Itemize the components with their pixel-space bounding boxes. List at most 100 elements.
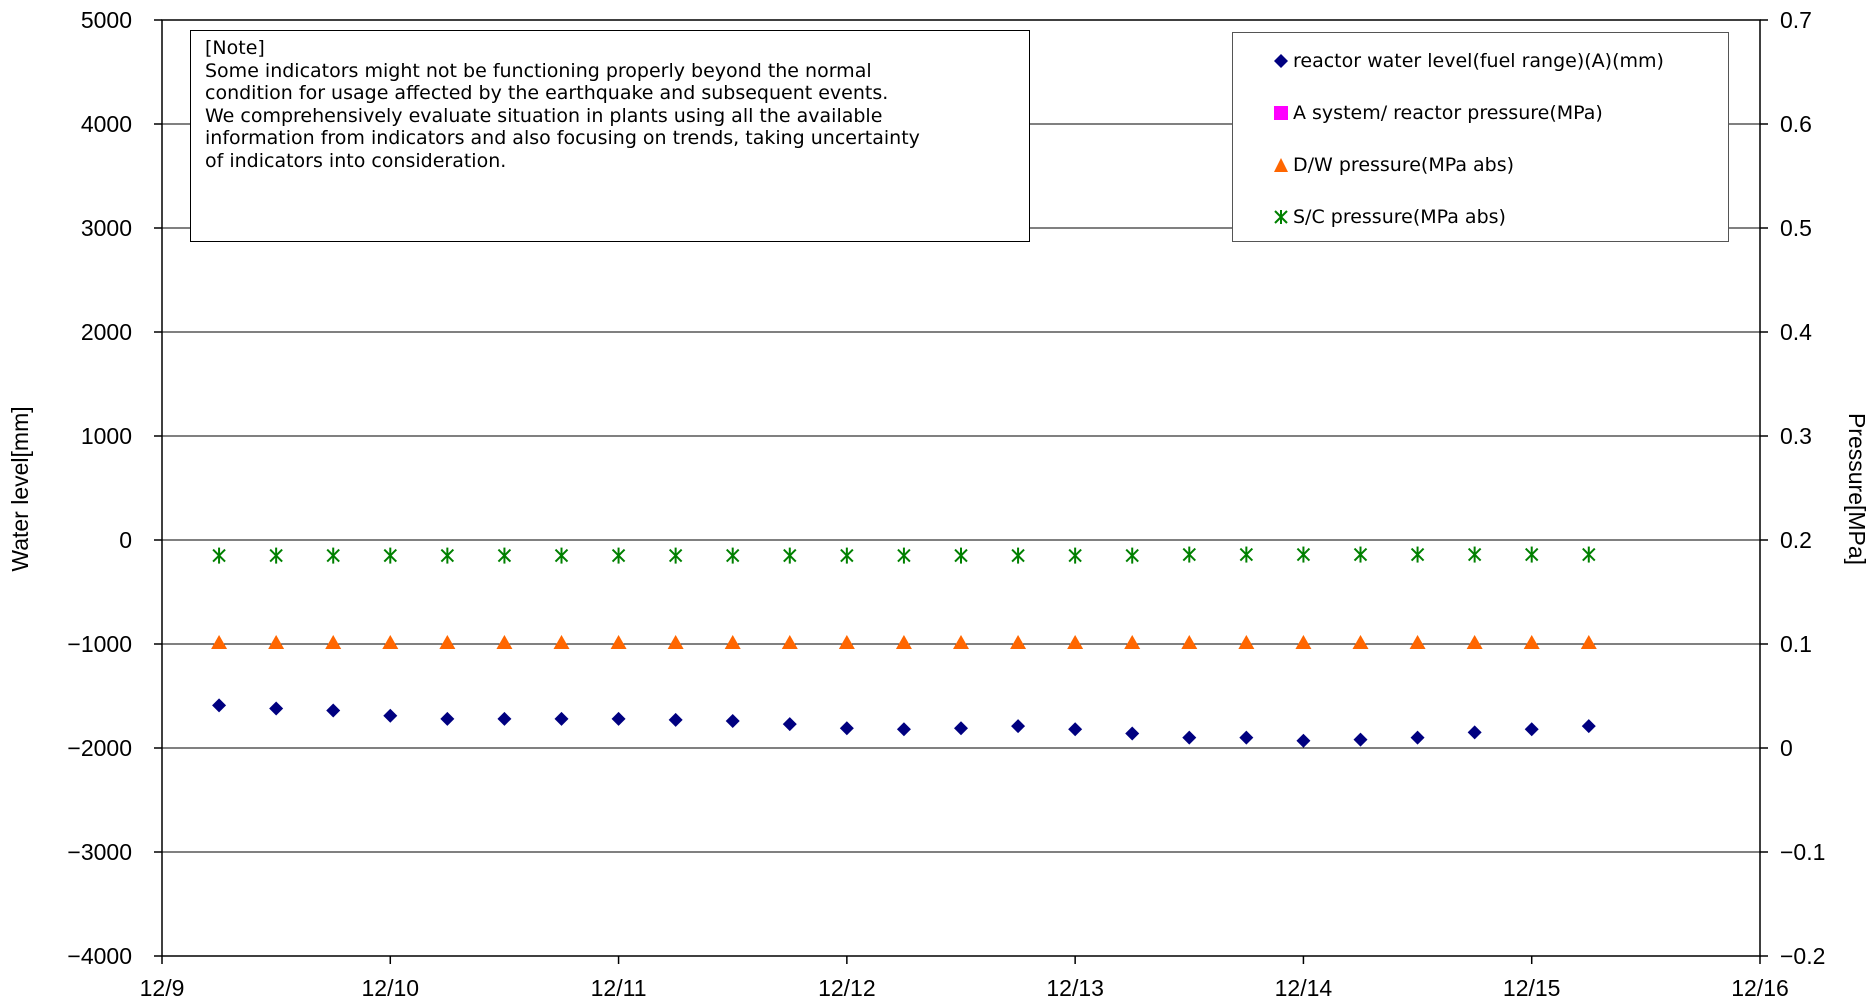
- y2-tick-label: 0.4: [1780, 319, 1812, 345]
- dw-pressure-point: [724, 634, 741, 649]
- water-level-point: [1068, 722, 1083, 737]
- water-level-point: [1467, 725, 1482, 740]
- dw-pressure-point: [439, 634, 456, 649]
- water-level-point: [1125, 726, 1140, 741]
- y2-tick-label: 0.3: [1780, 423, 1812, 449]
- water-level-point: [954, 721, 968, 736]
- y-tick-label: −1000: [67, 631, 132, 657]
- y-tick-label: −3000: [67, 839, 132, 865]
- y2-tick-label: 0.7: [1780, 7, 1812, 33]
- sc-pressure-point: [1296, 546, 1311, 563]
- water-level-point: [611, 711, 626, 726]
- dw-pressure-point: [325, 634, 342, 649]
- water-level-point: [497, 711, 512, 726]
- triangle-marker-icon: [1274, 158, 1288, 172]
- dw-pressure-point: [953, 634, 969, 649]
- x-tick-label: 12/10: [362, 975, 420, 1001]
- square-marker-icon: [1274, 106, 1288, 120]
- sc-pressure-point: [554, 547, 569, 564]
- water-level-point: [383, 708, 398, 723]
- left-axis-ticks: 5000 4000 3000 2000 1000 0 −1000 −2000 −3000 −400…: [67, 7, 162, 969]
- y2-tick-label: 0.2: [1780, 527, 1812, 553]
- x-tick-label: 12/12: [818, 975, 876, 1001]
- legend-item-sc-pressure: S/C pressure(MPa abs): [1273, 205, 1506, 229]
- legend-item-dw-pressure: D/W pressure(MPa abs): [1273, 153, 1514, 177]
- legend-label: S/C pressure(MPa abs): [1293, 206, 1506, 228]
- dw-pressure-point: [1466, 634, 1483, 649]
- note-box: [Note] Some indicators might not be func…: [190, 30, 1030, 242]
- note-line: of indicators into consideration.: [205, 149, 507, 172]
- note-line: condition for usage affected by the eart…: [205, 82, 889, 104]
- x-tick-label: 12/11: [591, 975, 647, 1001]
- y-tick-label: −4000: [67, 943, 132, 969]
- sc-pressure-point: [1525, 546, 1539, 563]
- legend-label: A system/ reactor pressure(MPa): [1293, 102, 1603, 124]
- water-level-point: [1581, 719, 1596, 734]
- water-level-point: [839, 721, 854, 736]
- x-tick-label: 12/13: [1046, 975, 1104, 1001]
- water-level-point: [1011, 719, 1026, 734]
- right-axis-ticks: 0.7 0.6 0.5 0.4 0.3 0.2 0.1 0 −0.1 −0.2: [1760, 7, 1825, 969]
- dw-pressure-point: [1067, 634, 1084, 649]
- sc-pressure-point: [440, 547, 455, 564]
- sc-pressure-point: [954, 547, 968, 564]
- sc-pressure-point: [783, 547, 797, 564]
- x-tick-label: 12/14: [1275, 975, 1333, 1001]
- dw-pressure-point: [895, 634, 912, 649]
- legend: reactor water level(fuel range)(A)(mm) A…: [1232, 32, 1729, 242]
- note-title: [Note]: [205, 37, 265, 59]
- y2-tick-label: −0.2: [1780, 943, 1825, 969]
- y-tick-label: 0: [119, 527, 132, 553]
- water-level-point: [725, 713, 740, 728]
- dw-pressure-point: [1523, 634, 1540, 649]
- sc-pressure-point: [611, 547, 626, 564]
- note-line: We comprehensively evaluate situation in…: [205, 104, 883, 127]
- dw-pressure-point: [1409, 634, 1426, 649]
- sc-pressure-point: [1467, 546, 1482, 563]
- dw-pressure-point: [553, 634, 570, 649]
- data-marks: [211, 546, 1597, 748]
- dw-pressure-point: [610, 634, 627, 649]
- water-level-point: [326, 703, 341, 718]
- legend-label: D/W pressure(MPa abs): [1293, 154, 1515, 176]
- water-level-point: [1239, 730, 1254, 745]
- water-level-point: [1296, 733, 1311, 748]
- y2-tick-label: 0.1: [1780, 631, 1812, 657]
- dw-pressure-point: [1580, 634, 1597, 649]
- note-line: Some indicators might not be functioning…: [205, 59, 872, 82]
- x-axis-ticks: 12/9 12/10 12/11 12/12 12/13 12/14 12/15 12/16: [140, 956, 1789, 1001]
- note-line: information from indicators and also foc…: [205, 127, 920, 149]
- x-tick-label: 12/9: [140, 975, 185, 1001]
- dw-pressure-point: [382, 634, 399, 649]
- y-tick-label: 1000: [81, 423, 132, 449]
- legend-item-reactor-pressure: A system/ reactor pressure(MPa): [1273, 101, 1603, 125]
- legend-label: reactor water level(fuel range)(A)(mm): [1293, 50, 1664, 72]
- sc-pressure-point: [1410, 546, 1425, 563]
- sc-pressure-point: [1182, 546, 1196, 563]
- x-tick-label: 12/15: [1503, 975, 1561, 1001]
- y2-tick-label: 0.5: [1780, 215, 1812, 241]
- dw-pressure-point: [1010, 634, 1027, 649]
- dw-pressure-point: [1124, 634, 1141, 649]
- y2-axis-label: Pressure[MPa]: [1844, 413, 1870, 565]
- dw-pressure-point: [1181, 634, 1198, 649]
- water-level-point: [1524, 722, 1539, 737]
- sc-pressure-point: [726, 547, 740, 564]
- x-tick-label: 12/16: [1731, 975, 1789, 1001]
- water-level-point: [212, 698, 227, 713]
- water-level-point: [269, 701, 284, 716]
- sc-pressure-point: [497, 547, 512, 564]
- sc-pressure-point: [326, 547, 340, 564]
- water-level-point: [1353, 732, 1368, 747]
- dw-pressure-point: [268, 634, 285, 649]
- asterisk-marker-icon: [1274, 210, 1288, 224]
- sc-pressure-point: [668, 547, 683, 564]
- legend-item-water-level: reactor water level(fuel range)(A)(mm): [1273, 49, 1664, 73]
- sc-pressure-point: [1068, 547, 1082, 564]
- water-level-point: [896, 722, 911, 737]
- sc-pressure-point: [1582, 546, 1596, 563]
- diamond-marker-icon: [1274, 54, 1288, 68]
- sc-pressure-point: [1011, 547, 1025, 564]
- y-tick-label: 5000: [81, 7, 132, 33]
